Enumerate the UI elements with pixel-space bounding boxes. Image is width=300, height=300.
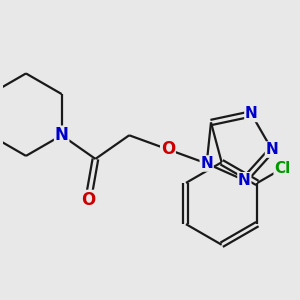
Text: N: N — [238, 173, 251, 188]
Text: N: N — [245, 106, 258, 122]
Text: O: O — [161, 140, 175, 158]
Text: N: N — [266, 142, 278, 157]
Text: N: N — [200, 156, 213, 171]
Text: Cl: Cl — [274, 161, 290, 176]
Text: O: O — [81, 190, 95, 208]
Text: N: N — [55, 126, 69, 144]
